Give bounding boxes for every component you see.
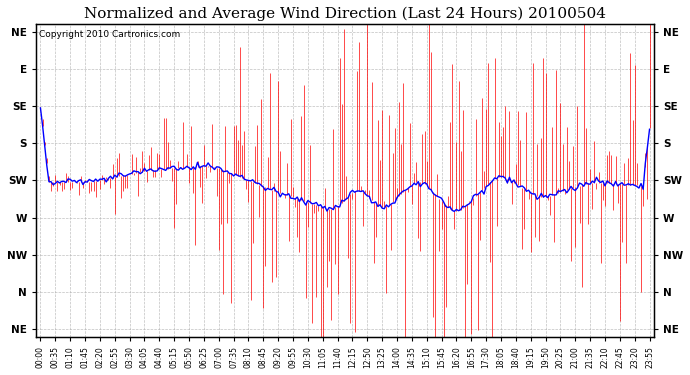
Title: Normalized and Average Wind Direction (Last 24 Hours) 20100504: Normalized and Average Wind Direction (L… bbox=[84, 7, 606, 21]
Text: Copyright 2010 Cartronics.com: Copyright 2010 Cartronics.com bbox=[39, 30, 181, 39]
